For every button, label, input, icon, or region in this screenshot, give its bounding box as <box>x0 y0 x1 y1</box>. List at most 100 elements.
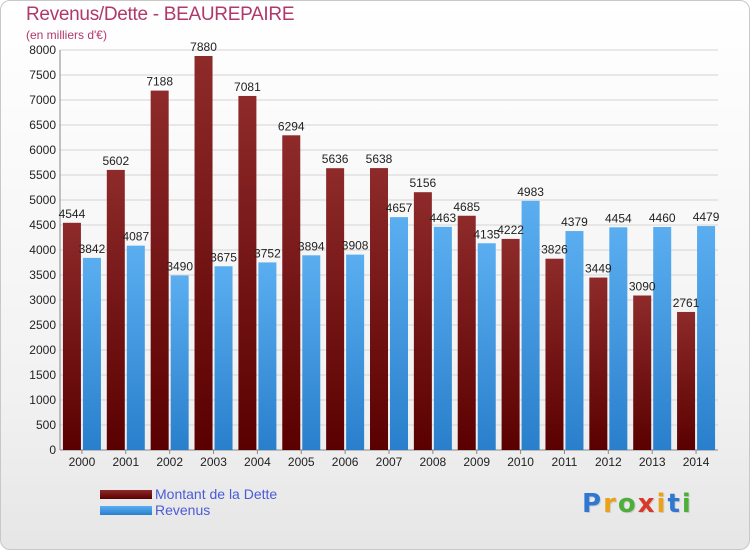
debt-value-label: 3826 <box>541 243 568 257</box>
debt-bar <box>633 295 652 450</box>
debt-value-label: 3449 <box>585 262 612 276</box>
legend-label-revenus: Revenus <box>155 502 211 518</box>
logo-letter: i <box>656 489 668 519</box>
y-tick-label: 6000 <box>29 143 56 157</box>
y-tick-label: 8000 <box>29 43 56 57</box>
revenus-bar <box>609 227 628 450</box>
y-tick-label: 7500 <box>29 68 56 82</box>
revenus-value-label: 4983 <box>517 185 544 199</box>
debt-bar <box>326 168 345 450</box>
revenus-bar <box>565 231 584 450</box>
y-tick-label: 3000 <box>29 293 56 307</box>
debt-bar <box>194 56 213 450</box>
y-tick-label: 5000 <box>29 193 56 207</box>
revenus-value-label: 4379 <box>561 215 588 229</box>
x-tick-label: 2009 <box>463 455 490 469</box>
x-tick-label: 2004 <box>244 455 271 469</box>
logo-letter: r <box>603 489 618 519</box>
revenus-bar <box>170 275 189 450</box>
y-tick-label: 0 <box>49 443 56 457</box>
revenus-bar <box>346 254 365 450</box>
y-tick-label: 1500 <box>29 368 56 382</box>
y-tick-label: 4000 <box>29 243 56 257</box>
x-tick-label: 2007 <box>376 455 403 469</box>
debt-value-label: 5156 <box>410 176 437 190</box>
x-tick-label: 2010 <box>507 455 534 469</box>
revenus-value-label: 3675 <box>210 250 237 264</box>
revenus-value-label: 4463 <box>430 211 457 225</box>
revenus-value-label: 3908 <box>342 239 369 253</box>
data-labels: 4544 3842 5602 4087 7188 3490 7880 3675 7081 3752… <box>59 40 720 310</box>
revenus-bar <box>477 243 496 450</box>
revenus-bar <box>82 257 101 450</box>
debt-bar <box>413 192 432 450</box>
proxiti-logo: Proxiti <box>582 489 693 519</box>
debt-bar <box>62 222 81 450</box>
legend-swatch-revenus <box>100 506 152 515</box>
debt-value-label: 4685 <box>453 200 480 214</box>
axes: 0 500 1000 1500 2000 2500 3000 3500 4000 4500 5000… <box>29 43 718 469</box>
revenus-value-label: 3842 <box>79 242 106 256</box>
y-tick-label: 2500 <box>29 318 56 332</box>
revenus-value-label: 3894 <box>298 239 325 253</box>
legend-label-debt: Montant de la Dette <box>155 486 278 502</box>
logo-letter: i <box>681 489 693 519</box>
revenus-value-label: 4454 <box>605 211 632 225</box>
debt-value-label: 7880 <box>190 40 217 54</box>
x-tick-label: 2012 <box>595 455 622 469</box>
debt-value-label: 5638 <box>366 152 393 166</box>
debt-value-label: 4222 <box>497 223 524 237</box>
x-tick-label: 2000 <box>69 455 96 469</box>
debt-bar <box>545 258 564 450</box>
y-tick-label: 7000 <box>29 93 56 107</box>
revenus-bar <box>302 255 321 450</box>
x-tick-label: 2005 <box>288 455 315 469</box>
revenus-bar <box>521 200 540 450</box>
x-tick-label: 2003 <box>200 455 227 469</box>
y-tick-label: 6500 <box>29 118 56 132</box>
x-tick-label: 2011 <box>552 455 578 469</box>
debt-bar <box>370 168 388 450</box>
revenus-bar <box>433 226 452 450</box>
x-tick-label: 2013 <box>639 455 666 469</box>
legend-swatch-debt <box>100 490 152 499</box>
debt-bar <box>457 215 476 450</box>
debt-bar <box>589 277 608 450</box>
debt-bar <box>501 238 520 450</box>
x-tick-label: 2002 <box>156 455 183 469</box>
x-tick-label: 2006 <box>332 455 359 469</box>
chart-title: Revenus/Dette - BEAUREPAIRE <box>26 4 295 25</box>
debt-value-label: 7188 <box>146 75 173 89</box>
revenus-value-label: 4657 <box>386 201 413 215</box>
debt-bar <box>106 169 125 450</box>
y-tick-label: 3500 <box>29 268 56 282</box>
logo-letter: o <box>617 489 638 519</box>
debt-value-label: 5636 <box>322 152 349 166</box>
x-tick-label: 2008 <box>420 455 447 469</box>
debt-bar <box>150 90 169 450</box>
y-tick-label: 500 <box>36 418 56 432</box>
y-tick-label: 4500 <box>29 218 56 232</box>
debt-bar <box>282 135 301 451</box>
logo-letter: P <box>582 489 604 519</box>
revenus-bar <box>390 217 408 450</box>
debt-value-label: 5602 <box>102 154 129 168</box>
chart-subtitle: (en milliers d'€) <box>26 28 107 42</box>
revenus-value-label: 4135 <box>473 227 500 241</box>
revenus-value-label: 3490 <box>166 260 193 274</box>
y-tick-label: 2000 <box>29 343 56 357</box>
debt-value-label: 4544 <box>59 207 86 221</box>
debt-value-label: 3090 <box>629 280 656 294</box>
x-tick-label: 2014 <box>683 455 710 469</box>
debt-bar <box>677 311 696 450</box>
revenus-value-label: 4460 <box>649 211 676 225</box>
revenus-bar <box>653 227 672 450</box>
debt-value-label: 2761 <box>673 296 700 310</box>
revenus-value-label: 3752 <box>254 246 281 260</box>
revenus-value-label: 4087 <box>122 230 149 244</box>
revenus-value-label: 4479 <box>693 210 720 224</box>
bars <box>62 56 716 451</box>
logo-letter: t <box>667 489 682 519</box>
revenus-bar <box>126 245 145 450</box>
